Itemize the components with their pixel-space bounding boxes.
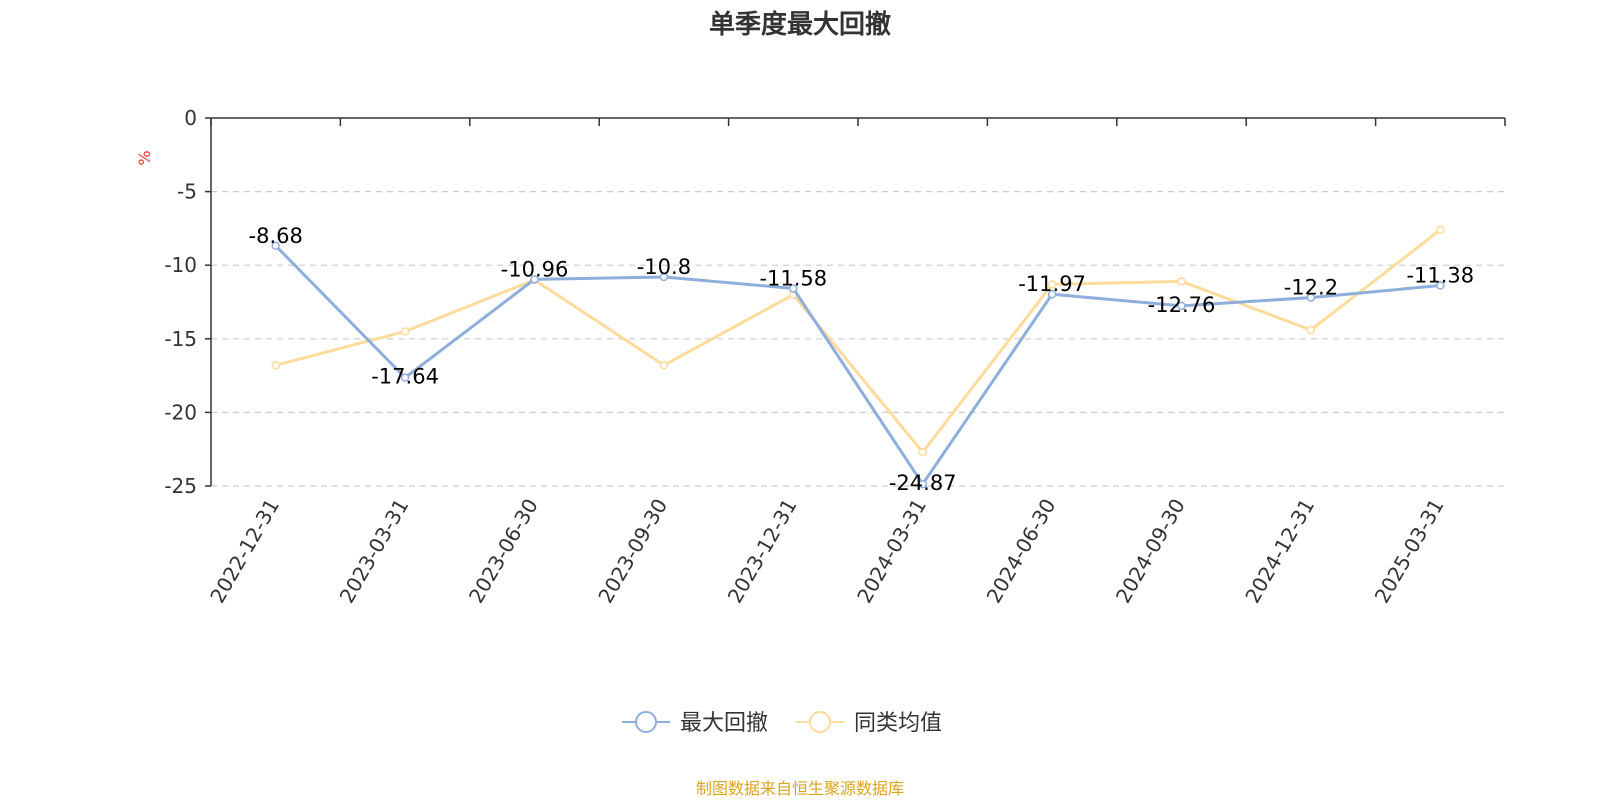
data-point bbox=[530, 275, 539, 284]
x-tick-label: 2024-03-31 bbox=[852, 494, 931, 607]
data-label: -12.2 bbox=[1284, 276, 1338, 300]
grid-lines bbox=[211, 191, 1505, 487]
data-point bbox=[789, 284, 798, 293]
data-point bbox=[918, 447, 927, 457]
x-tick-label: 2025-03-31 bbox=[1370, 495, 1449, 608]
data-point bbox=[400, 327, 410, 336]
legend[interactable]: 最大回撤 同类均值 bbox=[622, 711, 942, 736]
data-point bbox=[1177, 301, 1186, 311]
y-axis-unit: % bbox=[135, 150, 154, 165]
x-tick-label: 2024-06-30 bbox=[982, 495, 1061, 608]
y-tick-label: -10 bbox=[164, 253, 197, 277]
data-point bbox=[271, 361, 280, 370]
legend-item-1[interactable]: 最大回撤 bbox=[622, 711, 768, 736]
data-point bbox=[659, 361, 669, 370]
x-tick-label: 2023-03-31 bbox=[335, 494, 414, 607]
data-point bbox=[659, 272, 669, 282]
data-point bbox=[1436, 281, 1445, 290]
data-label: -12.76 bbox=[1148, 293, 1216, 317]
data-labels: -8.68 -17.64 -10.96 -10.8 -11.58 -24.87 -11.97… bbox=[249, 224, 1475, 495]
data-label: -10.96 bbox=[501, 257, 569, 281]
data-label: -11.97 bbox=[1018, 272, 1086, 296]
data-point bbox=[400, 373, 410, 382]
chart-title: 单季度最大回撤 bbox=[708, 10, 891, 40]
y-tick-label: -25 bbox=[164, 474, 197, 498]
series-line-2 bbox=[275, 228, 1442, 454]
source-note: 制图数据来自恒生聚源数据库 bbox=[695, 779, 904, 798]
y-tick-label: -20 bbox=[164, 400, 197, 424]
data-label: -8.68 bbox=[249, 224, 303, 248]
legend-label: 同类均值 bbox=[854, 711, 942, 736]
series-lines bbox=[271, 225, 1445, 489]
x-tick-label: 2024-12-31 bbox=[1240, 495, 1319, 608]
data-point bbox=[1047, 280, 1057, 289]
legend-label: 最大回撤 bbox=[680, 711, 768, 736]
legend-item-2[interactable]: 同类均值 bbox=[796, 711, 942, 736]
data-point bbox=[1306, 293, 1316, 302]
data-point bbox=[1306, 325, 1316, 335]
x-tick-label: 2023-09-30 bbox=[593, 495, 672, 608]
x-tick-label: 2023-12-31 bbox=[723, 495, 802, 608]
y-tick-label: -15 bbox=[164, 327, 197, 351]
data-label: -10.8 bbox=[637, 255, 691, 279]
data-point bbox=[1047, 289, 1057, 299]
axes: 0 -5 -10 -15 -20 -25 2022-12-31 2023-03-31 2023-… bbox=[135, 106, 1506, 608]
series-line-1 bbox=[274, 244, 1441, 486]
data-point bbox=[1436, 225, 1445, 235]
y-tick-label: 0 bbox=[184, 106, 197, 130]
x-tick-label: 2022-12-31 bbox=[205, 495, 284, 608]
x-tick-label: 2023-06-30 bbox=[464, 495, 543, 608]
data-point bbox=[271, 241, 280, 251]
data-label: -11.58 bbox=[759, 266, 827, 290]
data-point bbox=[1177, 277, 1186, 286]
data-point bbox=[918, 479, 927, 489]
y-tick-label: -5 bbox=[177, 180, 197, 204]
data-label: -24.87 bbox=[889, 471, 957, 495]
legend-marker bbox=[635, 711, 657, 733]
data-label: -17.64 bbox=[371, 365, 439, 389]
x-tick-label: 2024-09-30 bbox=[1111, 495, 1190, 608]
legend-marker bbox=[809, 711, 831, 733]
data-label: -11.38 bbox=[1406, 264, 1474, 288]
